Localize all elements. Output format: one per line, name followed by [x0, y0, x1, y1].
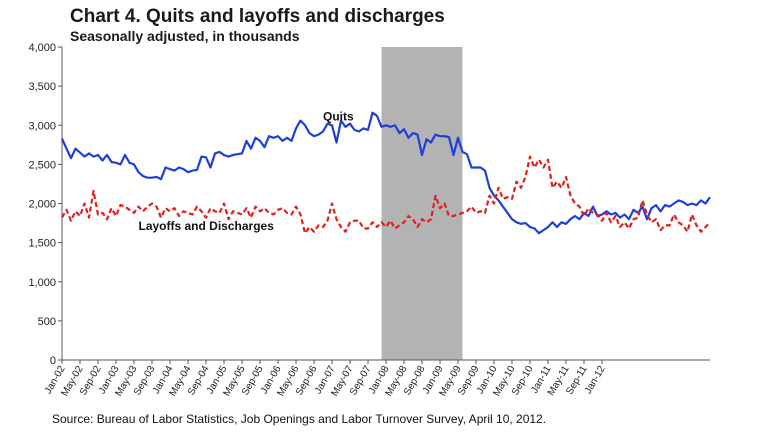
y-tick-label: 3,000	[28, 120, 56, 132]
chart-subtitle: Seasonally adjusted, in thousands	[70, 28, 300, 44]
series-layer	[60, 111, 711, 235]
y-tick-label: 1,500	[28, 238, 56, 250]
y-tick-label: 2,500	[28, 159, 56, 171]
layoffs-and-discharges-line	[61, 155, 711, 235]
y-tick-label: 500	[38, 316, 56, 328]
recession-shading-layer	[381, 47, 463, 360]
y-tick-label: 3,500	[28, 81, 56, 93]
y-tick-label: 4,000	[28, 42, 56, 54]
x-tick-labels: Jan-02May-02Sep-02Jan-03May-03Sep-03Jan-…	[43, 364, 608, 399]
quits-line	[60, 111, 711, 235]
source-note: Source: Bureau of Labor Statistics, Job …	[52, 412, 547, 426]
axes-layer	[58, 46, 710, 364]
y-tick-label: 2,000	[28, 199, 56, 211]
chart-title: Chart 4. Quits and layoffs and discharge…	[70, 6, 445, 27]
y-tick-label: 0	[50, 355, 56, 367]
recession-shading	[381, 47, 463, 360]
y-tick-label: 1,000	[28, 277, 56, 289]
y-tick-labels: 0 500 1,000 1,500 2,000 2,500 3,000 3,500 4,000	[28, 42, 56, 367]
layoffs-annotation: Layoffs and Discharges	[139, 219, 275, 233]
quits-annotation: Quits	[323, 110, 354, 124]
